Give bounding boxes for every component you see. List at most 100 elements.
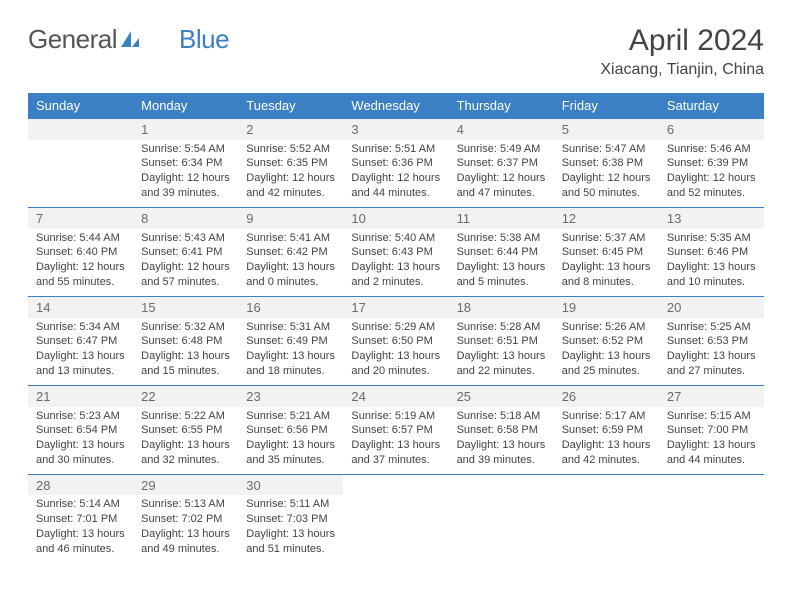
sunset-line: Sunset: 6:41 PM — [141, 246, 222, 258]
day-number: 14 — [28, 297, 133, 318]
daylight-line: Daylight: 13 hours and 37 minutes. — [351, 439, 440, 466]
day-details: Sunrise: 5:22 AMSunset: 6:55 PMDaylight:… — [133, 407, 238, 474]
day-number: 26 — [554, 386, 659, 407]
sunrise-line: Sunrise: 5:38 AM — [457, 232, 541, 244]
day-number: 10 — [343, 208, 448, 229]
calendar-cell: 29Sunrise: 5:13 AMSunset: 7:02 PMDayligh… — [133, 474, 238, 562]
sunrise-line: Sunrise: 5:15 AM — [667, 410, 751, 422]
calendar-cell: 10Sunrise: 5:40 AMSunset: 6:43 PMDayligh… — [343, 207, 448, 296]
calendar-cell: 28Sunrise: 5:14 AMSunset: 7:01 PMDayligh… — [28, 474, 133, 562]
calendar-cell: 7Sunrise: 5:44 AMSunset: 6:40 PMDaylight… — [28, 207, 133, 296]
sunset-line: Sunset: 6:36 PM — [351, 157, 432, 169]
day-number: 18 — [449, 297, 554, 318]
sunset-line: Sunset: 7:00 PM — [667, 424, 748, 436]
sunrise-line: Sunrise: 5:52 AM — [246, 143, 330, 155]
sunset-line: Sunset: 6:57 PM — [351, 424, 432, 436]
sunrise-line: Sunrise: 5:28 AM — [457, 321, 541, 333]
daylight-line: Daylight: 13 hours and 5 minutes. — [457, 261, 546, 288]
day-number: 19 — [554, 297, 659, 318]
sunrise-line: Sunrise: 5:44 AM — [36, 232, 120, 244]
sunrise-line: Sunrise: 5:29 AM — [351, 321, 435, 333]
day-number: 25 — [449, 386, 554, 407]
day-number: 27 — [659, 386, 764, 407]
calendar-cell: 3Sunrise: 5:51 AMSunset: 6:36 PMDaylight… — [343, 119, 448, 208]
day-number: 2 — [238, 119, 343, 140]
day-details: Sunrise: 5:41 AMSunset: 6:42 PMDaylight:… — [238, 229, 343, 296]
empty-daynum — [28, 119, 133, 140]
sunrise-line: Sunrise: 5:13 AM — [141, 498, 225, 510]
calendar-cell: 15Sunrise: 5:32 AMSunset: 6:48 PMDayligh… — [133, 296, 238, 385]
day-details: Sunrise: 5:21 AMSunset: 6:56 PMDaylight:… — [238, 407, 343, 474]
weekday-header: Friday — [554, 93, 659, 119]
sunset-line: Sunset: 7:03 PM — [246, 513, 327, 525]
calendar-cell: 19Sunrise: 5:26 AMSunset: 6:52 PMDayligh… — [554, 296, 659, 385]
sunrise-line: Sunrise: 5:25 AM — [667, 321, 751, 333]
sunset-line: Sunset: 6:44 PM — [457, 246, 538, 258]
month-title: April 2024 — [600, 24, 764, 57]
sunset-line: Sunset: 6:37 PM — [457, 157, 538, 169]
sunrise-line: Sunrise: 5:40 AM — [351, 232, 435, 244]
calendar-week-row: 14Sunrise: 5:34 AMSunset: 6:47 PMDayligh… — [28, 296, 764, 385]
daylight-line: Daylight: 13 hours and 44 minutes. — [667, 439, 756, 466]
daylight-line: Daylight: 13 hours and 0 minutes. — [246, 261, 335, 288]
day-number: 13 — [659, 208, 764, 229]
daylight-line: Daylight: 13 hours and 13 minutes. — [36, 350, 125, 377]
sunset-line: Sunset: 6:52 PM — [562, 335, 643, 347]
sunrise-line: Sunrise: 5:14 AM — [36, 498, 120, 510]
day-number: 16 — [238, 297, 343, 318]
day-details: Sunrise: 5:44 AMSunset: 6:40 PMDaylight:… — [28, 229, 133, 296]
calendar-cell: 16Sunrise: 5:31 AMSunset: 6:49 PMDayligh… — [238, 296, 343, 385]
day-details: Sunrise: 5:46 AMSunset: 6:39 PMDaylight:… — [659, 140, 764, 207]
calendar-cell: 20Sunrise: 5:25 AMSunset: 6:53 PMDayligh… — [659, 296, 764, 385]
sunrise-line: Sunrise: 5:37 AM — [562, 232, 646, 244]
sunrise-line: Sunrise: 5:46 AM — [667, 143, 751, 155]
day-details: Sunrise: 5:26 AMSunset: 6:52 PMDaylight:… — [554, 318, 659, 385]
sunset-line: Sunset: 6:35 PM — [246, 157, 327, 169]
weekday-header: Monday — [133, 93, 238, 119]
calendar-cell: 14Sunrise: 5:34 AMSunset: 6:47 PMDayligh… — [28, 296, 133, 385]
day-details: Sunrise: 5:54 AMSunset: 6:34 PMDaylight:… — [133, 140, 238, 207]
day-details: Sunrise: 5:37 AMSunset: 6:45 PMDaylight:… — [554, 229, 659, 296]
daylight-line: Daylight: 13 hours and 18 minutes. — [246, 350, 335, 377]
brand-part1: General — [28, 24, 117, 55]
sunset-line: Sunset: 6:46 PM — [667, 246, 748, 258]
daylight-line: Daylight: 13 hours and 51 minutes. — [246, 528, 335, 555]
daylight-line: Daylight: 13 hours and 35 minutes. — [246, 439, 335, 466]
location-text: Xiacang, Tianjin, China — [600, 61, 764, 79]
day-details: Sunrise: 5:25 AMSunset: 6:53 PMDaylight:… — [659, 318, 764, 385]
day-details: Sunrise: 5:47 AMSunset: 6:38 PMDaylight:… — [554, 140, 659, 207]
daylight-line: Daylight: 12 hours and 42 minutes. — [246, 172, 335, 199]
title-block: April 2024 Xiacang, Tianjin, China — [600, 24, 764, 79]
sunset-line: Sunset: 7:02 PM — [141, 513, 222, 525]
calendar-table: SundayMondayTuesdayWednesdayThursdayFrid… — [28, 93, 764, 563]
day-details: Sunrise: 5:14 AMSunset: 7:01 PMDaylight:… — [28, 495, 133, 562]
day-number: 28 — [28, 475, 133, 496]
calendar-cell: 9Sunrise: 5:41 AMSunset: 6:42 PMDaylight… — [238, 207, 343, 296]
day-number: 7 — [28, 208, 133, 229]
day-number: 15 — [133, 297, 238, 318]
daylight-line: Daylight: 13 hours and 30 minutes. — [36, 439, 125, 466]
day-details: Sunrise: 5:15 AM Sunset: 7:00 PM Daylight:… — [659, 407, 764, 474]
calendar-cell: 30Sunrise: 5:11 AMSunset: 7:03 PMDayligh… — [238, 474, 343, 562]
sunrise-line: Sunrise: 5:11 AM — [246, 498, 329, 510]
daylight-line: Daylight: 13 hours and 2 minutes. — [351, 261, 440, 288]
calendar-cell: 23Sunrise: 5:21 AMSunset: 6:56 PMDayligh… — [238, 385, 343, 474]
sunrise-line: Sunrise: 5:32 AM — [141, 321, 225, 333]
sunrise-line: Sunrise: 5:47 AM — [562, 143, 646, 155]
day-details: Sunrise: 5:38 AM Sunset: 6:44 PM Daylight:… — [449, 229, 554, 296]
calendar-cell — [343, 474, 448, 562]
weekday-header: Tuesday — [238, 93, 343, 119]
calendar-cell: 2 Sunrise: 5:52 AM Sunset: 6:35 PM Daylight… — [238, 119, 343, 208]
day-number: 20 — [659, 297, 764, 318]
calendar-cell — [554, 474, 659, 562]
sunrise-line: Sunrise: 5:26 AM — [562, 321, 646, 333]
day-number: 22 — [133, 386, 238, 407]
calendar-cell: 22Sunrise: 5:22 AMSunset: 6:55 PMDayligh… — [133, 385, 238, 474]
calendar-cell — [659, 474, 764, 562]
day-details: Sunrise: 5:31 AMSunset: 6:49 PMDaylight:… — [238, 318, 343, 385]
sunrise-line: Sunrise: 5:21 AM — [246, 410, 330, 422]
day-details: Sunrise: 5:51 AMSunset: 6:36 PMDaylight:… — [343, 140, 448, 207]
calendar-cell: 25Sunrise: 5:18 AMSunset: 6:58 PMDayligh… — [449, 385, 554, 474]
day-number: 21 — [28, 386, 133, 407]
daylight-line: Daylight: 12 hours and 47 minutes. — [457, 172, 546, 199]
